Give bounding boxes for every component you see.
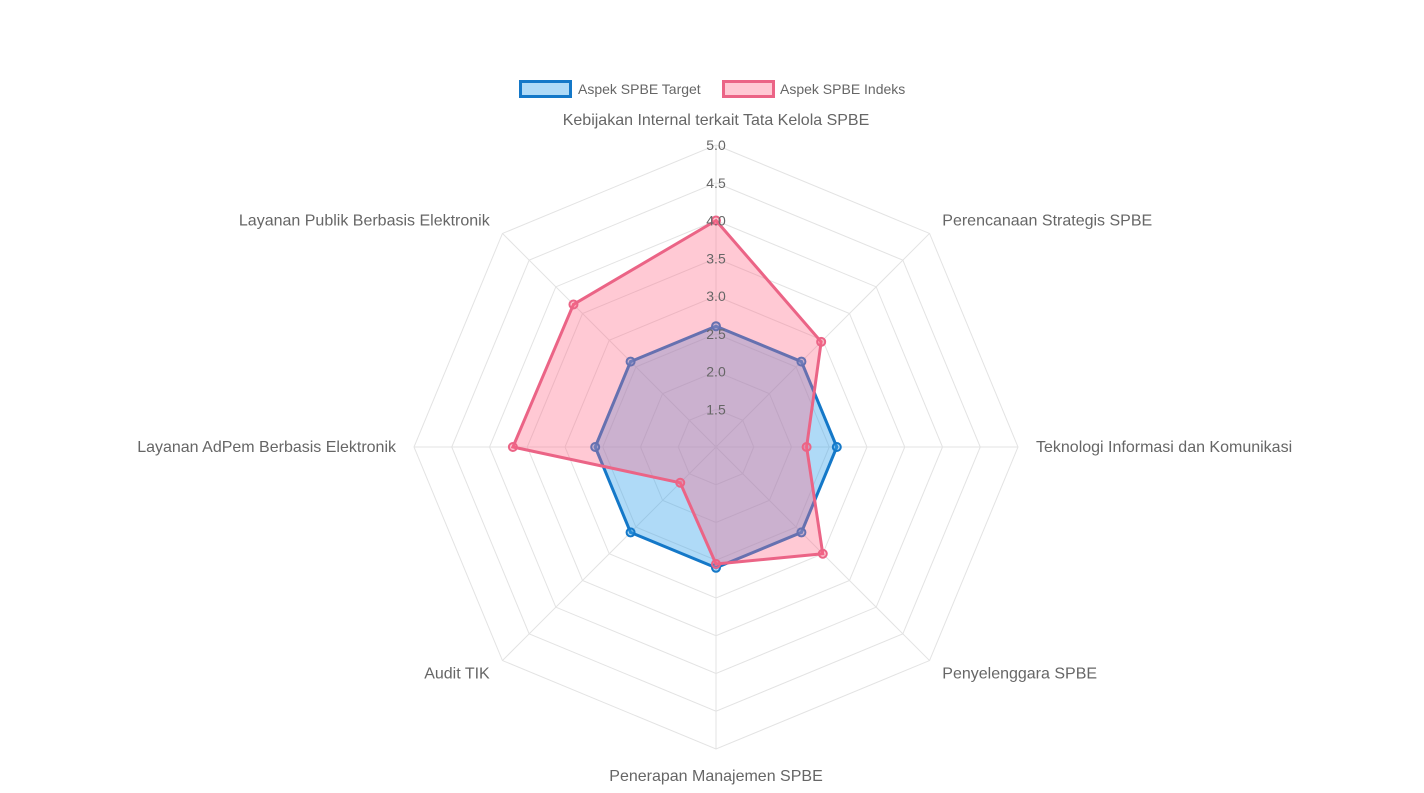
axis-label-2: Teknologi Informasi dan Komunikasi [1036, 439, 1292, 456]
legend-item-0[interactable]: Aspek SPBE Target [519, 80, 701, 98]
series-1-point-5[interactable] [675, 477, 686, 488]
spoke-1 [715, 233, 930, 448]
series-area-1 [510, 218, 825, 566]
legend-swatch-0 [519, 80, 572, 98]
tick-label-0: 1.5 [706, 401, 726, 417]
series-0-point-6[interactable] [590, 442, 601, 452]
grid-layer [413, 144, 1019, 750]
tick-label-3: 3.0 [706, 288, 726, 304]
legend-label-0: Aspek SPBE Target [578, 81, 701, 97]
axis-label-layer: Kebijakan Internal terkait Tata Kelola S… [137, 112, 1292, 785]
tick-label-7: 5.0 [706, 137, 726, 153]
legend-swatch-1 [722, 80, 775, 98]
tick-label-1: 2.0 [706, 364, 726, 380]
series-0-point-3[interactable] [796, 527, 807, 538]
axis-label-4: Penerapan Manajemen SPBE [609, 768, 822, 785]
series-0-point-5[interactable] [625, 527, 636, 538]
legend-item-1[interactable]: Aspek SPBE Indeks [722, 80, 906, 98]
series-0-point-1[interactable] [796, 356, 807, 367]
series-1-point-4[interactable] [711, 559, 721, 570]
axis-label-1: Perencanaan Strategis SPBE [942, 213, 1152, 230]
series-1-point-3[interactable] [817, 548, 828, 559]
tick-layer: 1.5 2.0 2.5 3.0 3.5 4.0 4.5 5.0 [706, 137, 726, 417]
axis-label-0: Kebijakan Internal terkait Tata Kelola S… [563, 112, 870, 129]
axis-label-5: Audit TIK [424, 665, 490, 682]
series-0-point-0[interactable] [711, 321, 721, 332]
axis-label-3: Penyelenggara SPBE [942, 665, 1097, 682]
legend-label-1: Aspek SPBE Indeks [780, 81, 905, 97]
series-0-point-2[interactable] [831, 442, 842, 452]
legend: Aspek SPBE Target Aspek SPBE Indeks [519, 80, 906, 98]
series-1-point-1[interactable] [816, 336, 827, 347]
series-1-point-6[interactable] [507, 442, 518, 452]
series-1-point-0[interactable] [711, 215, 721, 226]
tick-label-6: 4.5 [706, 175, 726, 191]
series-1-point-2[interactable] [801, 442, 812, 452]
series-1-point-7[interactable] [568, 299, 579, 310]
series-layer [507, 215, 842, 573]
series-0-point-7[interactable] [625, 356, 636, 367]
series-1 [507, 215, 828, 570]
tick-label-2: 2.5 [706, 326, 726, 342]
spoke-7 [502, 233, 717, 448]
tick-label-4: 3.5 [706, 250, 726, 266]
axis-label-6: Layanan AdPem Berbasis Elektronik [137, 439, 397, 456]
axis-label-7: Layanan Publik Berbasis Elektronik [239, 213, 491, 230]
tick-label-5: 4.0 [706, 213, 726, 229]
